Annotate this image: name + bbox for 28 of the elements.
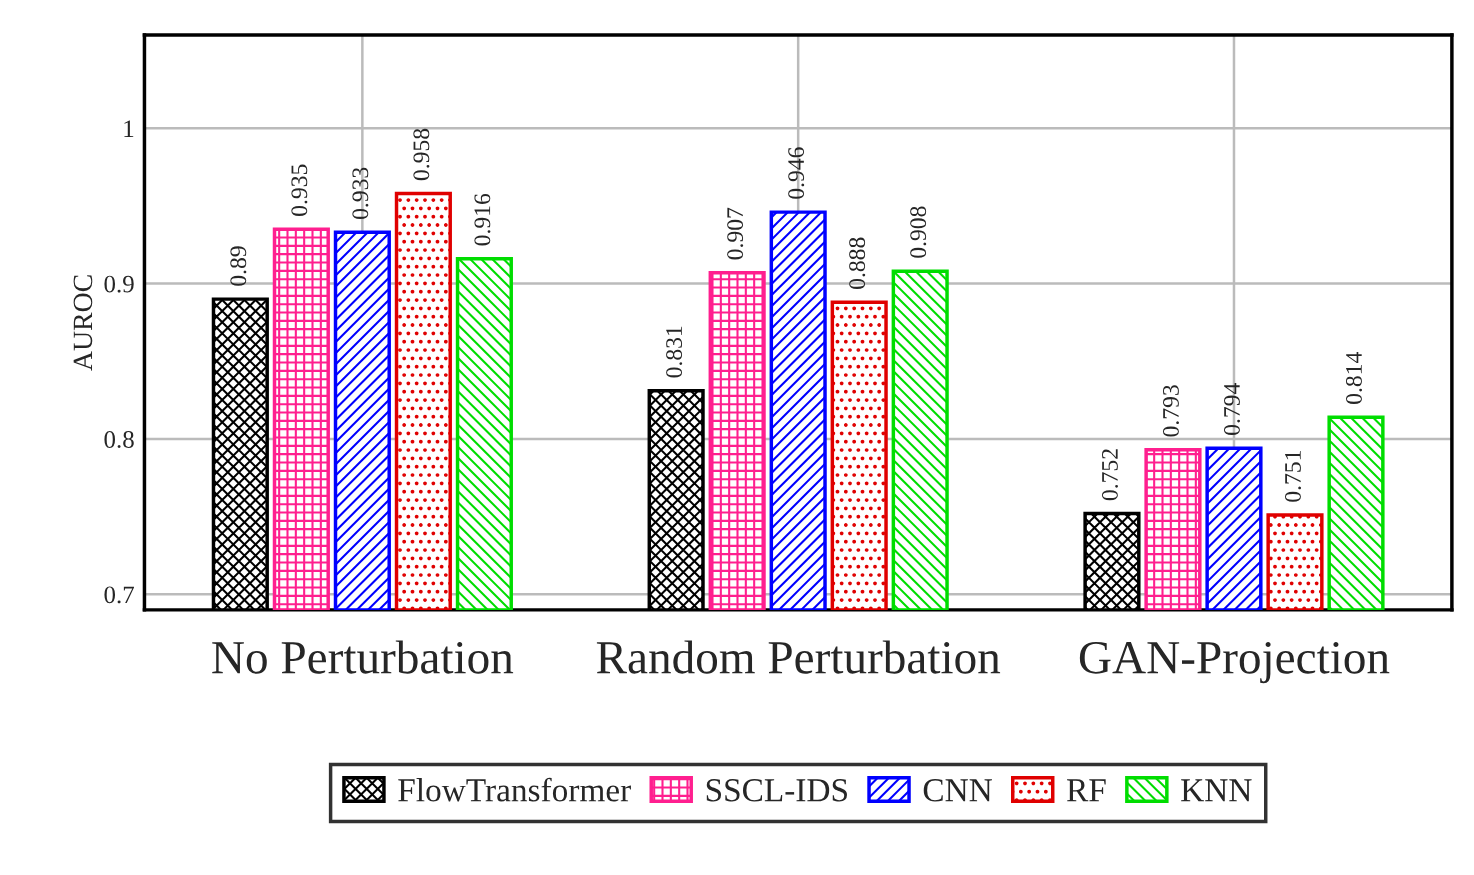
y-axis-title: AUROC [73, 275, 93, 371]
x-tick-label: GAN-Projection [1079, 641, 1390, 684]
data-label: 0.752 [1101, 449, 1118, 501]
legend-label: KNN [1181, 779, 1252, 802]
y-tick-label: 0.8 [104, 431, 134, 448]
legend-label: FlowTransformer [398, 777, 631, 802]
legend-label: CNN [923, 779, 992, 802]
legend-label: RF [1067, 779, 1106, 802]
data-label: 0.933 [352, 167, 369, 219]
data-label: 0.907 [727, 207, 744, 260]
x-tick-label: Random Perturbation [596, 640, 1001, 674]
data-label: 0.888 [849, 237, 866, 289]
data-label: 0.916 [474, 193, 491, 246]
y-tick-label: 0.9 [104, 275, 134, 293]
data-label: 0.751 [1284, 450, 1302, 502]
data-label: 0.935 [291, 164, 308, 216]
data-label: 0.946 [788, 147, 805, 199]
data-label: 0.794 [1223, 383, 1240, 435]
data-label: 0.793 [1162, 385, 1179, 437]
y-tick-label: 0.7 [104, 586, 135, 604]
data-label: 0.814 [1345, 352, 1363, 404]
x-tick-label: No Perturbation [212, 640, 514, 674]
data-label: 0.831 [666, 326, 683, 378]
data-label: 0.908 [910, 206, 927, 258]
data-label: 0.958 [413, 128, 430, 181]
y-tick-label: 1 [124, 120, 134, 137]
data-label: 0.89 [230, 246, 247, 286]
legend-label: SSCL-IDS [706, 779, 847, 802]
